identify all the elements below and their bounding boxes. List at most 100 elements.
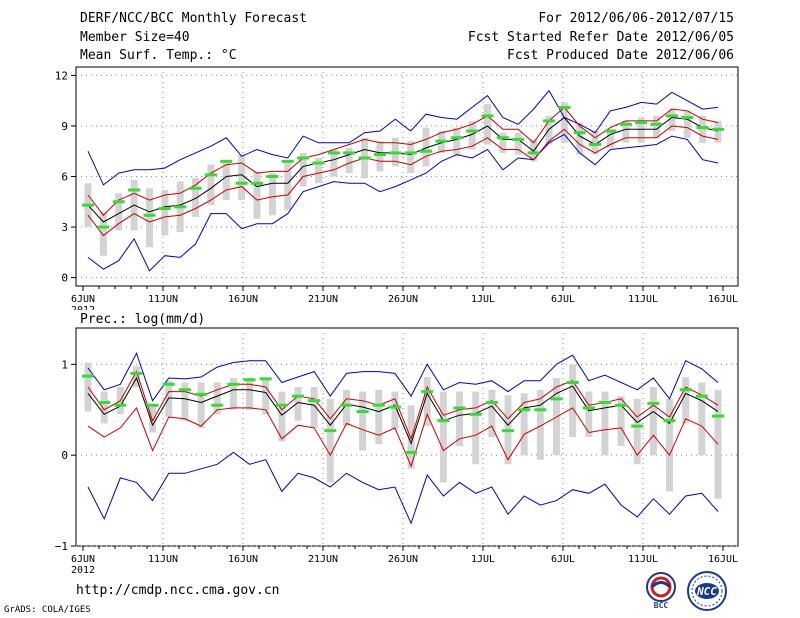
median-marker — [466, 129, 479, 133]
box-bar — [683, 110, 691, 138]
box-bar — [342, 389, 350, 427]
box-bar — [622, 120, 630, 143]
box-bar — [181, 382, 189, 421]
box-bar — [213, 382, 221, 415]
median-marker — [235, 181, 248, 185]
box-bar — [439, 391, 447, 483]
median-marker — [527, 151, 540, 155]
box-bar — [514, 132, 522, 155]
source-url[interactable]: http://cmdp.ncc.cma.gov.cn — [76, 583, 280, 598]
median-marker — [259, 377, 272, 381]
median-marker — [243, 378, 256, 382]
median-marker — [128, 188, 141, 192]
box-bar — [423, 377, 431, 427]
box-bar — [132, 366, 140, 388]
box-bar — [422, 127, 430, 167]
median-marker — [308, 399, 321, 403]
median-marker — [615, 403, 628, 407]
median-marker — [542, 119, 555, 123]
median-marker — [266, 175, 279, 178]
median-marker — [98, 400, 111, 404]
median-marker — [211, 403, 224, 407]
ncc-logo-text: NCC — [696, 585, 717, 598]
box-bar — [585, 391, 593, 437]
precip-variable-label: Prec.: log(mm/d) — [80, 312, 206, 327]
x-tick-label: 6JUL — [551, 294, 575, 305]
y-tick-label: 9 — [61, 120, 68, 133]
box-bar — [456, 391, 464, 447]
min-line — [87, 451, 719, 525]
box-bar — [453, 127, 461, 157]
median-marker — [389, 151, 402, 155]
x-tick-label: 26JUN — [388, 554, 418, 565]
box-bar — [591, 131, 599, 155]
median-marker — [453, 406, 466, 410]
median-marker — [598, 400, 611, 404]
box-bar — [472, 391, 480, 465]
x-tick-label: 21JUN — [308, 294, 338, 305]
box-bar — [488, 389, 496, 437]
box-bar — [345, 147, 353, 174]
box-bar — [314, 157, 322, 184]
y-tick-label: 0 — [61, 272, 68, 285]
median-marker — [158, 207, 171, 211]
x-year-label: 2012 — [71, 305, 95, 310]
upper-spread-line — [87, 370, 719, 441]
median-marker — [502, 429, 514, 433]
median-marker — [297, 156, 310, 160]
median-marker — [681, 116, 694, 120]
x-tick-label: 16JUL — [708, 294, 738, 305]
median-marker — [327, 151, 340, 155]
box-bar — [520, 393, 528, 456]
x-tick-label: 16JUN — [228, 294, 258, 305]
box-bar — [633, 398, 641, 465]
median-marker — [178, 388, 191, 392]
median-marker — [281, 159, 294, 163]
median-marker — [112, 200, 125, 204]
median-marker — [712, 414, 724, 418]
forecast-period: For 2012/06/06-2012/07/15 — [538, 11, 734, 26]
bcc-logo: BCC — [641, 570, 681, 614]
bcc-logo-text: BCC — [654, 601, 669, 610]
box-bar — [536, 389, 544, 460]
box-bar — [278, 391, 286, 442]
lower-spread-line — [87, 125, 719, 237]
box-bar — [637, 117, 645, 143]
median-marker — [373, 153, 386, 157]
median-marker — [566, 381, 579, 384]
y-tick-label: 0 — [61, 449, 68, 462]
box-bar — [207, 164, 215, 206]
box-bar — [698, 382, 706, 456]
box-bar — [246, 377, 254, 410]
box-bar — [330, 149, 338, 177]
median-marker — [227, 382, 240, 386]
box-bar — [375, 389, 383, 445]
median-marker — [469, 412, 482, 416]
median-marker — [251, 181, 264, 185]
median-marker — [405, 450, 418, 454]
y-tick-label: 1 — [61, 358, 68, 371]
median-marker — [679, 388, 692, 392]
median-marker — [496, 136, 509, 140]
box-bar — [714, 120, 722, 143]
median-marker — [275, 403, 288, 407]
fcst-started-date: Fcst Started Refer Date 2012/06/05 — [467, 30, 734, 45]
median-marker — [189, 186, 202, 190]
box-bar — [576, 122, 584, 155]
x-tick-label: 6JUL — [551, 554, 575, 565]
median-marker — [143, 213, 156, 217]
x-tick-label: 6JUN — [71, 554, 95, 565]
box-bar — [284, 161, 292, 211]
box-bar — [666, 398, 674, 492]
box-bar — [649, 387, 657, 456]
x-tick-label: 11JUN — [148, 294, 178, 305]
x-tick-label: 21JUN — [308, 554, 338, 565]
x-tick-label: 11JUN — [148, 554, 178, 565]
ncc-logo: NCC — [684, 570, 730, 616]
median-marker — [558, 105, 571, 109]
box-bar — [197, 382, 205, 428]
box-bar — [499, 132, 507, 153]
grads-credit: GrADS: COLA/IGES — [4, 605, 91, 615]
lower-spread-line — [87, 406, 719, 468]
median-marker — [435, 139, 448, 143]
